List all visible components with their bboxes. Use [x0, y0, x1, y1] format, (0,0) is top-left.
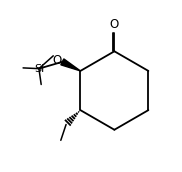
Text: O: O [52, 54, 62, 67]
Polygon shape [61, 59, 80, 71]
Text: O: O [110, 18, 119, 31]
Text: Si: Si [34, 64, 44, 74]
